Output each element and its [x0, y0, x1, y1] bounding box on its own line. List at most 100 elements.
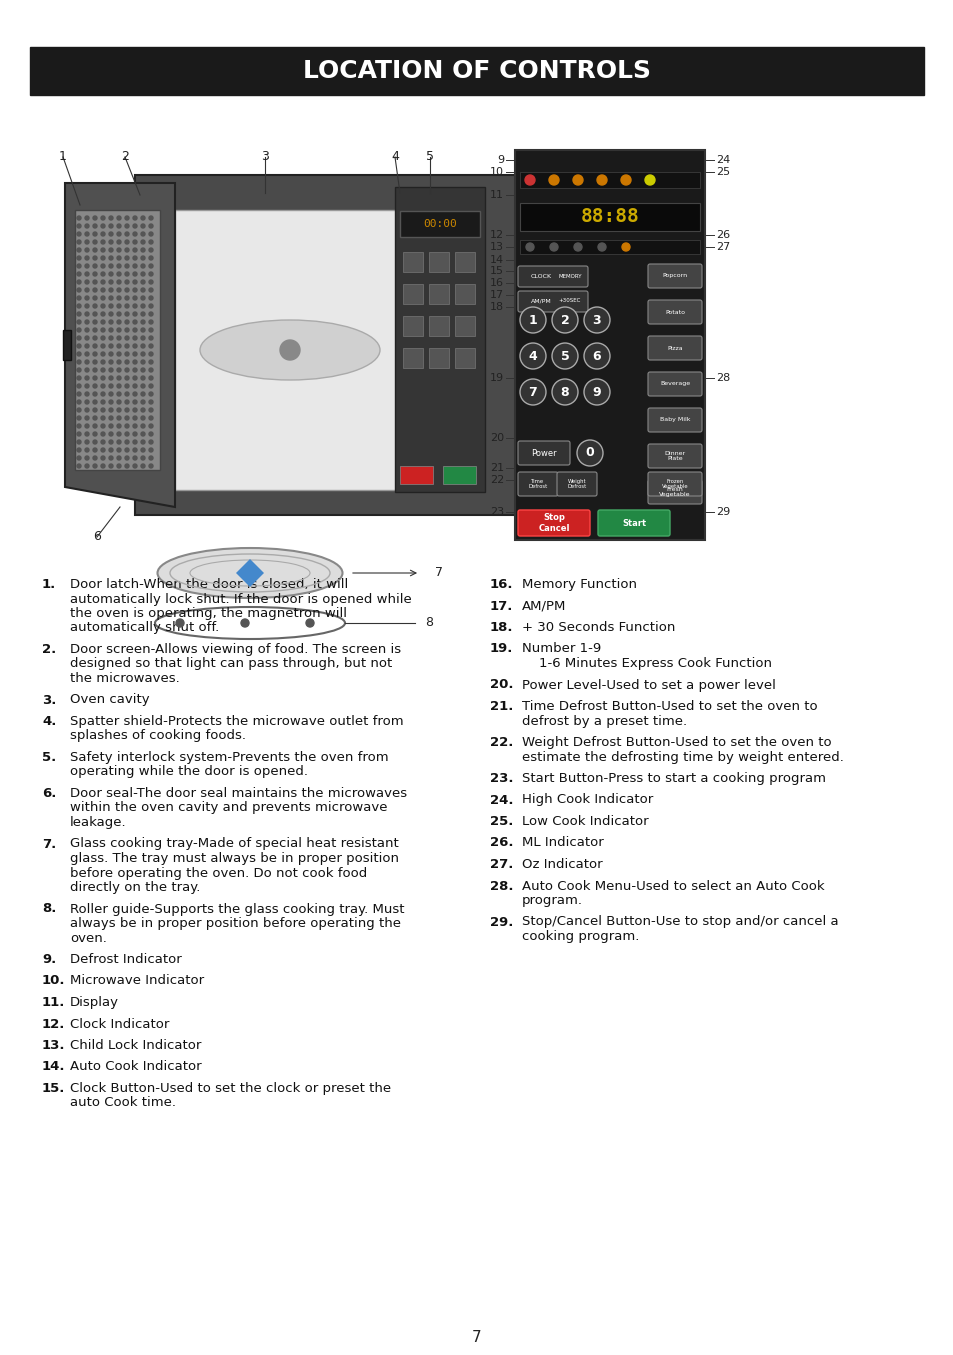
Bar — [519, 203, 700, 230]
Text: Child Lock Indicator: Child Lock Indicator — [70, 1039, 201, 1051]
Bar — [63, 331, 71, 360]
Circle shape — [109, 463, 112, 467]
Circle shape — [117, 375, 121, 379]
Bar — [174, 210, 405, 491]
Circle shape — [77, 400, 81, 404]
Circle shape — [77, 457, 81, 459]
Circle shape — [77, 224, 81, 228]
Text: 18: 18 — [489, 302, 503, 312]
Text: Door seal-The door seal maintains the microwaves: Door seal-The door seal maintains the mi… — [70, 787, 407, 799]
Text: 7: 7 — [435, 566, 442, 580]
Text: 6: 6 — [93, 531, 101, 543]
Text: Auto Cook Indicator: Auto Cook Indicator — [70, 1061, 201, 1073]
Circle shape — [117, 256, 121, 260]
Circle shape — [141, 289, 145, 291]
Text: Power Level-Used to set a power level: Power Level-Used to set a power level — [521, 679, 775, 691]
Circle shape — [101, 232, 105, 236]
Text: 88:88: 88:88 — [580, 207, 639, 226]
Text: 12.: 12. — [42, 1018, 66, 1031]
Circle shape — [92, 304, 97, 308]
Circle shape — [109, 352, 112, 356]
Circle shape — [92, 432, 97, 436]
Circle shape — [141, 375, 145, 379]
Text: Dinner
Plate: Dinner Plate — [663, 451, 685, 462]
Circle shape — [85, 440, 89, 444]
Text: 26: 26 — [716, 230, 729, 240]
Circle shape — [109, 336, 112, 340]
Text: within the oven cavity and prevents microwave: within the oven cavity and prevents micr… — [70, 802, 387, 814]
Circle shape — [125, 264, 129, 268]
Circle shape — [77, 289, 81, 291]
Circle shape — [125, 248, 129, 252]
Text: Clock Indicator: Clock Indicator — [70, 1018, 170, 1031]
Circle shape — [141, 408, 145, 412]
Text: AM/PM: AM/PM — [530, 298, 551, 304]
Circle shape — [525, 243, 534, 251]
Text: 22: 22 — [489, 476, 503, 485]
Text: Oven cavity: Oven cavity — [70, 694, 150, 706]
Circle shape — [109, 457, 112, 459]
Circle shape — [117, 369, 121, 373]
Circle shape — [117, 400, 121, 404]
Text: 21: 21 — [489, 463, 503, 473]
Text: 25: 25 — [716, 167, 729, 178]
Circle shape — [149, 328, 152, 332]
Circle shape — [92, 440, 97, 444]
Circle shape — [125, 344, 129, 348]
Circle shape — [141, 280, 145, 285]
Text: 28.: 28. — [490, 879, 513, 893]
Circle shape — [117, 240, 121, 244]
Text: 27.: 27. — [490, 858, 513, 871]
Text: 4: 4 — [528, 350, 537, 363]
Circle shape — [141, 392, 145, 396]
FancyBboxPatch shape — [647, 373, 701, 396]
Circle shape — [92, 369, 97, 373]
Text: automatically lock shut. If the door is opened while: automatically lock shut. If the door is … — [70, 592, 412, 606]
Circle shape — [132, 320, 137, 324]
Text: Glass cooking tray-Made of special heat resistant: Glass cooking tray-Made of special heat … — [70, 837, 398, 851]
Circle shape — [132, 457, 137, 459]
Circle shape — [85, 328, 89, 332]
Circle shape — [109, 280, 112, 285]
Text: 9: 9 — [497, 154, 503, 165]
FancyBboxPatch shape — [517, 291, 587, 312]
Circle shape — [117, 463, 121, 467]
Text: 13.: 13. — [42, 1039, 66, 1051]
Circle shape — [77, 360, 81, 364]
Text: 7: 7 — [528, 386, 537, 398]
Circle shape — [621, 243, 629, 251]
Circle shape — [141, 457, 145, 459]
Text: cooking program.: cooking program. — [521, 930, 639, 943]
Circle shape — [141, 432, 145, 436]
FancyBboxPatch shape — [557, 472, 597, 496]
Circle shape — [132, 272, 137, 276]
Circle shape — [85, 232, 89, 236]
Circle shape — [109, 248, 112, 252]
Circle shape — [125, 408, 129, 412]
Circle shape — [149, 320, 152, 324]
Circle shape — [149, 424, 152, 428]
Text: 00:00: 00:00 — [423, 220, 456, 229]
Text: 6.: 6. — [42, 787, 56, 799]
Circle shape — [117, 289, 121, 291]
Circle shape — [117, 352, 121, 356]
Circle shape — [101, 312, 105, 316]
Circle shape — [117, 304, 121, 308]
Circle shape — [125, 375, 129, 379]
Circle shape — [101, 360, 105, 364]
Circle shape — [132, 449, 137, 453]
Circle shape — [92, 224, 97, 228]
Circle shape — [92, 408, 97, 412]
Ellipse shape — [157, 547, 342, 598]
Text: Roller guide-Supports the glass cooking tray. Must: Roller guide-Supports the glass cooking … — [70, 902, 404, 916]
Text: Potato: Potato — [664, 309, 684, 314]
Circle shape — [141, 215, 145, 220]
Circle shape — [85, 295, 89, 299]
Circle shape — [519, 379, 545, 405]
Circle shape — [85, 264, 89, 268]
Circle shape — [132, 416, 137, 420]
Circle shape — [125, 360, 129, 364]
Circle shape — [597, 175, 606, 186]
Text: 1: 1 — [59, 150, 67, 164]
Circle shape — [132, 264, 137, 268]
